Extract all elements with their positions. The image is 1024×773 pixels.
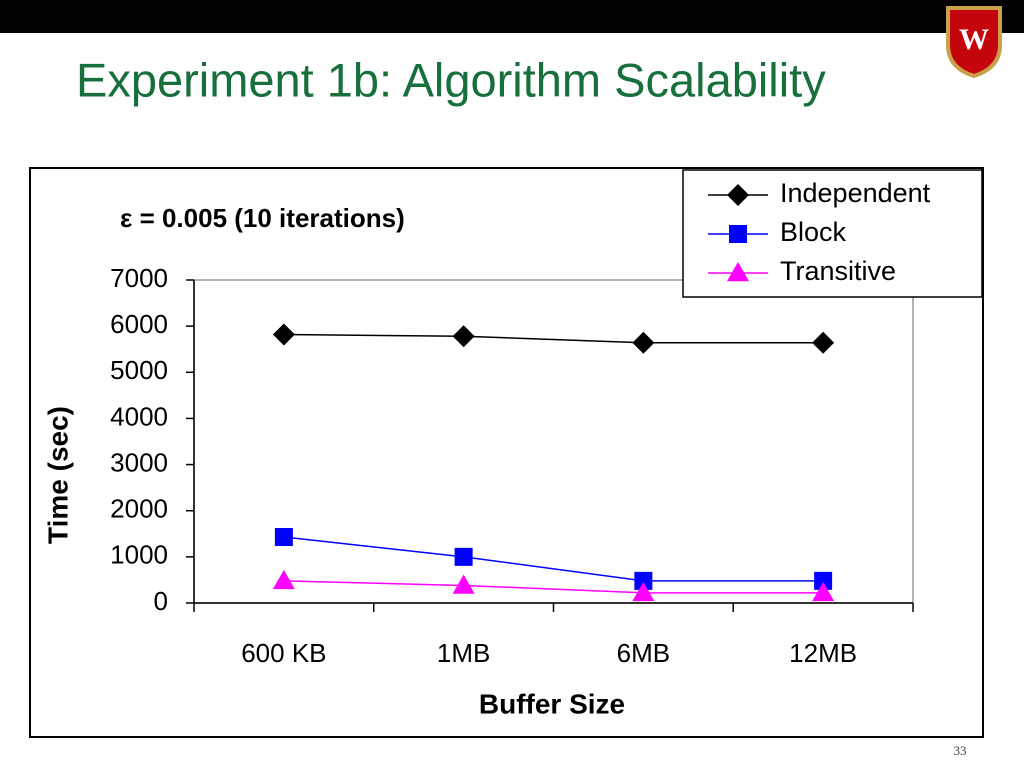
x-tick-label: 1MB [437, 638, 490, 668]
marker [632, 581, 655, 602]
series-line [283, 536, 824, 582]
y-tick-label: 3000 [110, 447, 168, 477]
marker [454, 547, 473, 566]
svg-text:W: W [959, 23, 989, 56]
marker [727, 262, 749, 282]
marker [814, 571, 833, 590]
marker [272, 323, 295, 346]
marker [452, 574, 475, 594]
chart-frame [29, 167, 984, 738]
x-axis-label: Buffer Size [479, 688, 625, 719]
y-tick-label: 6000 [110, 309, 168, 339]
annotation: ε = 0.005 (10 iterations) [120, 203, 405, 233]
y-tick-label: 2000 [110, 494, 168, 524]
y-tick-label: 4000 [110, 401, 168, 431]
page-number: 33 [954, 743, 967, 758]
x-tick-label: 12MB [789, 638, 857, 668]
legend-label: Block [780, 217, 847, 247]
marker [452, 325, 475, 348]
x-tick-label: 6MB [617, 638, 670, 668]
marker [812, 581, 835, 602]
marker [812, 331, 835, 354]
y-tick-label: 0 [154, 586, 168, 616]
series-line [283, 333, 824, 344]
legend-label: Independent [780, 178, 931, 208]
marker [274, 528, 293, 547]
x-tick-label: 600 KB [241, 638, 326, 668]
y-tick-label: 5000 [110, 355, 168, 385]
plot-area [193, 279, 914, 604]
marker [727, 184, 749, 206]
marker [729, 225, 747, 243]
slide-title: Experiment 1b: Algorithm Scalability [76, 53, 826, 106]
legend-label: Transitive [780, 256, 896, 286]
y-axis-label: Time (sec) [42, 406, 73, 544]
logo: W [946, 6, 1002, 79]
marker [632, 331, 655, 354]
marker [272, 569, 295, 590]
y-tick-label: 1000 [110, 540, 168, 570]
top-bar [0, 0, 1024, 33]
y-tick-label: 7000 [110, 263, 168, 293]
marker [634, 571, 653, 590]
series-line [283, 580, 824, 594]
